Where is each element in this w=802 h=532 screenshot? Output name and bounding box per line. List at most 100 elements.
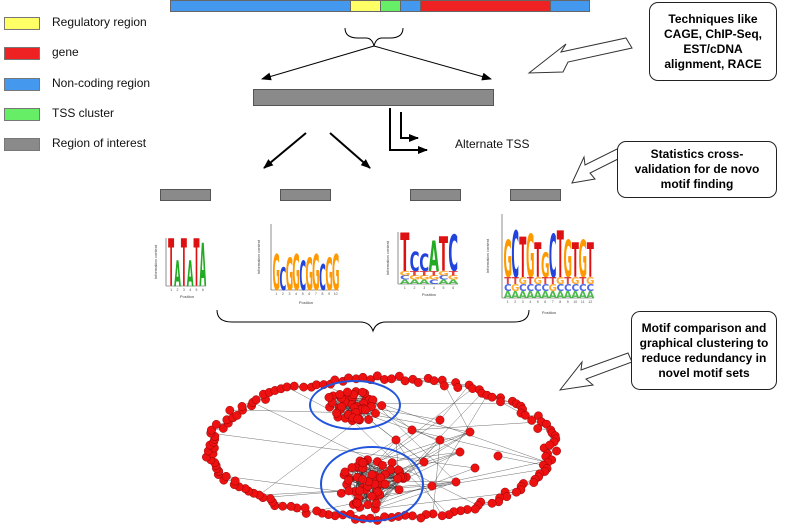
legend-swatch-regulatory — [4, 17, 40, 30]
network-node — [487, 498, 497, 508]
logo-tick: 5 — [196, 288, 198, 292]
logo-letter: A — [174, 254, 181, 295]
legend-label: Region of interest — [52, 136, 147, 150]
network-node — [344, 486, 354, 496]
network-nodes — [202, 371, 561, 525]
logo-tick: 4 — [295, 292, 297, 296]
network-node — [533, 424, 543, 433]
logo-minor-letter: T — [504, 276, 511, 286]
sequence-logo-4: Information contentPositionGACT1CAGT2TAC… — [485, 214, 595, 315]
logo-letter: G — [503, 230, 512, 290]
network-edge — [376, 393, 482, 504]
network-edge — [377, 439, 397, 462]
logo-tick: 7 — [315, 292, 317, 296]
logo-tick: 4 — [189, 288, 191, 292]
network-node — [342, 387, 352, 397]
network-edge — [497, 455, 544, 466]
legend-label: gene — [52, 45, 79, 59]
network-node — [211, 419, 221, 429]
logo-tick: 9 — [567, 300, 569, 304]
logo-tick: 10 — [334, 292, 338, 296]
network-node — [371, 499, 381, 508]
arrow-left — [261, 45, 375, 81]
logo-tick: 2 — [414, 286, 416, 290]
region-of-interest-main — [253, 89, 494, 106]
network-node — [221, 471, 231, 481]
logo-letter: C — [419, 249, 429, 277]
logo-minor-letter: T — [512, 276, 519, 286]
logo-ylabel: Information content — [256, 239, 261, 274]
network-node — [529, 478, 539, 487]
network-node — [358, 458, 368, 468]
network-edge — [381, 405, 413, 431]
network-node — [335, 390, 345, 399]
logo-tick: 12 — [588, 300, 592, 304]
alt-tss-arrow-1 — [389, 108, 428, 154]
network-node — [465, 427, 475, 437]
network-edge — [411, 421, 542, 431]
network-node — [393, 474, 402, 484]
network-node — [419, 457, 429, 467]
logo-minor-letter: C — [541, 283, 549, 293]
logo-minor-letter: G — [511, 283, 520, 293]
logo-letter: T — [439, 229, 448, 283]
logo-letter: T — [534, 234, 541, 288]
network-node — [451, 477, 461, 487]
logo-minor-letter: G — [556, 276, 565, 286]
network-node — [367, 470, 377, 480]
network-node — [265, 494, 275, 504]
network-edge — [395, 439, 443, 516]
logo-letter: G — [312, 246, 320, 303]
logo-tick: 3 — [183, 288, 185, 292]
network-node — [371, 409, 380, 418]
network-node — [413, 378, 423, 387]
logo-tick: 3 — [522, 300, 524, 304]
logo-minor-letter: T — [420, 270, 429, 277]
logo-minor-letter: A — [511, 290, 519, 300]
region-of-interest-1 — [160, 189, 211, 201]
network-node — [206, 425, 216, 435]
logo-letter: G — [325, 248, 333, 301]
logo-tick: 8 — [559, 300, 561, 304]
network-node — [237, 402, 247, 411]
network-node — [230, 476, 240, 486]
network-node — [394, 485, 404, 495]
logo-tick: 9 — [328, 292, 330, 296]
logo-minor-letter: A — [448, 279, 458, 286]
network-node — [387, 458, 397, 468]
logo-tick: 1 — [170, 288, 172, 292]
network-node — [278, 501, 288, 511]
network-node — [332, 408, 341, 418]
network-node — [380, 479, 390, 489]
network-node — [347, 463, 357, 472]
logo-tick: 6 — [308, 292, 310, 296]
logo-tick: 1 — [275, 292, 277, 296]
network-node — [282, 382, 292, 392]
network-node — [336, 488, 346, 498]
logo-minor-letter: G — [571, 276, 580, 286]
logo-letter: G — [273, 246, 281, 303]
network-edge — [395, 439, 399, 471]
network-node — [286, 501, 296, 511]
logo-minor-letter: T — [579, 276, 586, 286]
logo-letter: T — [587, 234, 594, 288]
logo-minor-letter: A — [556, 290, 564, 300]
legend-swatch-tss — [4, 108, 40, 121]
logo-letter: C — [511, 218, 519, 292]
logo-letter: G — [292, 246, 300, 303]
note-techniques: Techniques like CAGE, ChIP-Seq, EST/cDNA… — [649, 2, 777, 81]
logo-letter: G — [578, 230, 587, 290]
network-node — [337, 402, 346, 412]
logo-tick: 5 — [443, 286, 445, 290]
logo-letter: C — [448, 228, 458, 283]
logo-minor-letter: T — [564, 276, 571, 286]
logo-letter: G — [541, 246, 550, 285]
network-node — [520, 410, 530, 420]
logo-xlabel: Position — [542, 310, 556, 315]
logo-letter: T — [400, 228, 409, 285]
network-node — [407, 425, 417, 435]
logo-letter: T — [557, 218, 564, 292]
network-edge — [252, 402, 383, 466]
logo-minor-letter: A — [579, 290, 587, 300]
